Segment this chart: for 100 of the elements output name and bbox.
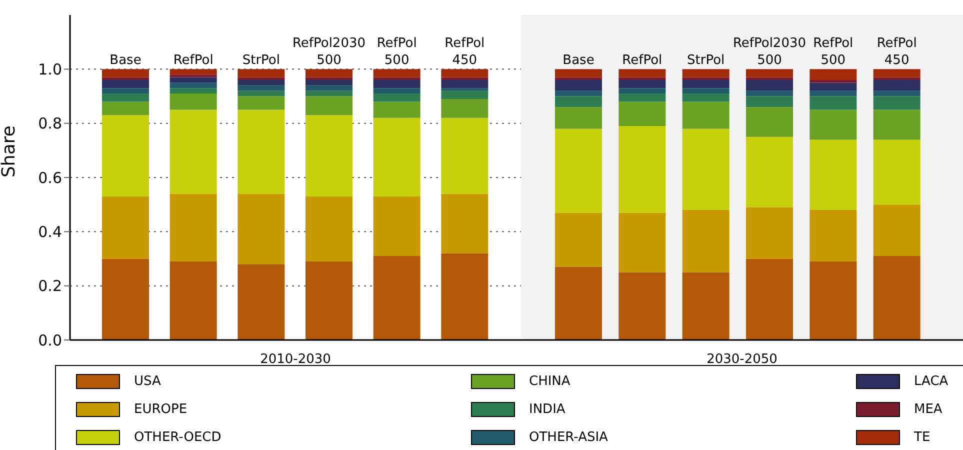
bar [810, 210, 857, 262]
bar [555, 77, 602, 80]
bar [555, 69, 602, 78]
x-tick-label: Base [110, 53, 142, 68]
bar [373, 94, 420, 102]
bar [238, 264, 285, 340]
bar [682, 77, 730, 80]
bar [238, 194, 285, 264]
bar [618, 272, 666, 340]
bar [441, 98, 488, 118]
x-tick-label: RefPol2030 500 [292, 36, 366, 68]
x-tick-label: Base [562, 53, 594, 68]
bar [618, 88, 666, 94]
bar [170, 194, 217, 262]
bar [810, 261, 857, 340]
bar [555, 80, 602, 91]
bar [102, 115, 149, 196]
bar [618, 94, 666, 102]
bar [873, 69, 920, 78]
x-axis-title: 2030-2050 [706, 352, 778, 367]
bar [810, 82, 857, 91]
bar [618, 126, 666, 213]
y-tick-label: 1.0 [38, 60, 62, 78]
x-tick-label: StrPol [687, 53, 725, 68]
bar [306, 261, 352, 340]
bar [441, 194, 488, 254]
legend-label: INDIA [529, 402, 566, 417]
bar [170, 110, 217, 194]
bar [746, 207, 793, 259]
legend-label: USA [134, 374, 161, 389]
bar [555, 266, 602, 340]
bar [682, 210, 730, 272]
bar [170, 77, 217, 83]
bar [170, 88, 217, 94]
legend-label: OTHER-ASIA [529, 430, 608, 445]
bar [238, 90, 285, 96]
bar [873, 110, 920, 140]
x-axis-title: 2010-2030 [260, 352, 331, 367]
bar [746, 136, 793, 208]
bar [373, 77, 420, 80]
bar [102, 80, 149, 88]
bar [618, 80, 666, 88]
bar [746, 80, 793, 91]
bar [810, 110, 857, 140]
y-tick-label: 0.8 [38, 114, 62, 133]
bar [810, 140, 857, 210]
bar [102, 88, 149, 94]
bar [441, 253, 488, 340]
bar [441, 69, 488, 78]
bar [441, 118, 488, 194]
bar [873, 90, 920, 96]
bar [873, 204, 920, 256]
bar [238, 96, 285, 110]
bar [682, 128, 730, 210]
bar [682, 88, 730, 94]
bar [306, 196, 352, 262]
bar [746, 107, 793, 137]
x-tick-label: RefPol [622, 53, 662, 68]
bar [170, 261, 217, 340]
bar [441, 88, 488, 91]
bar [373, 80, 420, 88]
bar [682, 80, 730, 88]
bar [441, 77, 488, 80]
bar [373, 102, 420, 118]
bar [682, 69, 730, 78]
x-tick-label: RefPol 450 [444, 36, 485, 68]
bar [238, 110, 285, 194]
bar [555, 90, 602, 96]
bar [682, 102, 730, 129]
bar [873, 77, 920, 80]
bar [306, 90, 352, 96]
x-tick-label: RefPol 450 [876, 36, 917, 68]
bar [810, 69, 857, 80]
bar [170, 82, 217, 88]
bar [873, 96, 920, 110]
bar [306, 80, 352, 86]
y-tick-label: 0.4 [38, 222, 62, 241]
bar [682, 94, 730, 102]
legend-label: TE [914, 430, 930, 445]
bar [102, 77, 149, 80]
bar [555, 96, 602, 108]
y-tick-label: 0.0 [38, 331, 62, 350]
bar [746, 258, 793, 340]
bar [102, 69, 149, 78]
bar [618, 77, 666, 80]
bar [306, 85, 352, 91]
bar [618, 102, 666, 126]
bar [373, 118, 420, 196]
bar [170, 94, 217, 110]
x-tick-label: RefPol 500 [813, 36, 854, 68]
bar [373, 69, 420, 78]
bar [238, 77, 285, 80]
bar [746, 90, 793, 96]
bar [555, 107, 602, 129]
bar [555, 128, 602, 213]
bar [810, 80, 857, 83]
y-tick-label: 0.6 [38, 168, 62, 187]
legend-label: LACA [914, 374, 948, 389]
legend-label: MEA [914, 402, 942, 417]
x-tick-label: RefPol [173, 53, 214, 68]
